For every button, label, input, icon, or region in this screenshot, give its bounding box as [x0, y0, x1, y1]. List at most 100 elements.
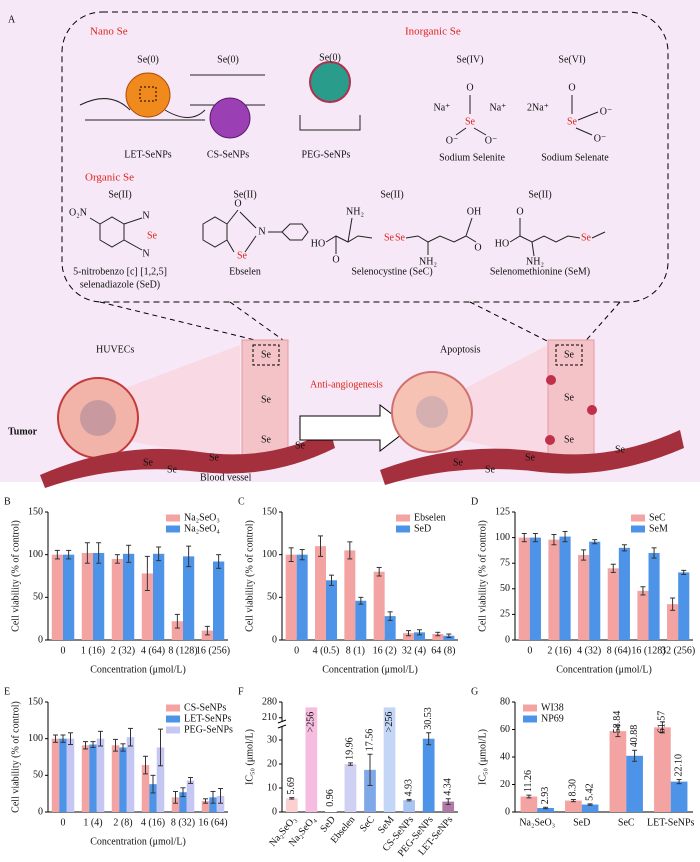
panel-label: F	[238, 686, 244, 697]
error-bar	[60, 734, 66, 743]
error-bar	[562, 530, 568, 543]
peg-nanoparticle	[309, 61, 351, 103]
error-bar	[651, 547, 657, 559]
value-label: 61.57	[657, 711, 668, 734]
error-bar	[521, 533, 527, 543]
atom-label: O	[332, 254, 339, 265]
se-box	[555, 344, 583, 366]
legend-swatch	[523, 704, 537, 712]
bar	[296, 554, 308, 640]
bar	[422, 738, 435, 812]
x-tick-label: 32 (256)	[661, 645, 695, 656]
error-bar	[532, 533, 538, 543]
atom-label: Na⁺	[490, 102, 507, 113]
x-tick-label: 0	[527, 645, 532, 656]
scene-label: Anti-angiogenesis	[310, 379, 383, 390]
y-axis-label: Cell viability (% of control)	[10, 520, 21, 632]
legend-label: Ebselen	[414, 512, 446, 523]
bar	[670, 781, 688, 812]
bar	[654, 727, 671, 812]
bar	[81, 552, 93, 640]
compound-name: CS-SeNPs	[207, 149, 249, 160]
atom-label: O⁻	[600, 106, 613, 117]
x-tick-label: SeC	[358, 814, 377, 834]
error-bar	[587, 803, 593, 806]
atom-label: O	[466, 82, 473, 93]
bar	[442, 801, 455, 812]
x-axis-label: Concentration (μmol/L)	[90, 836, 186, 847]
x-tick-label: 8 (128)	[168, 645, 197, 656]
atom-label: O	[568, 82, 575, 93]
legend-swatch	[166, 726, 180, 734]
arrow	[299, 403, 411, 453]
legend-swatch	[396, 514, 410, 522]
tumor-core	[80, 400, 116, 436]
atom-label: NH₂	[419, 256, 437, 267]
error-bar	[367, 753, 373, 786]
y-axis-label: Cell viability (% of control)	[477, 520, 488, 632]
atom-label: O	[234, 198, 241, 209]
error-bar	[188, 777, 193, 784]
legend-swatch	[166, 704, 180, 712]
y-tick-label: 0	[272, 634, 277, 645]
error-bar	[288, 547, 294, 562]
x-tick-label: 0	[61, 817, 66, 828]
bar	[383, 707, 396, 812]
x-tick-label: SeC	[618, 817, 635, 828]
bar	[403, 800, 415, 812]
compound-name: Selenomethionine (SeM)	[490, 266, 590, 277]
error-bar	[98, 730, 103, 747]
legend-swatch	[166, 514, 180, 522]
panel-label: B	[4, 496, 11, 507]
bar	[609, 731, 627, 812]
atom-label: O	[516, 206, 523, 217]
bar	[59, 738, 67, 812]
se-label: Se	[615, 444, 626, 455]
error-bar	[66, 549, 72, 560]
error-bar	[216, 554, 222, 569]
error-bar	[126, 544, 132, 563]
bar	[626, 755, 643, 812]
x-tick-label: 4 (16)	[141, 817, 165, 828]
error-bar	[150, 774, 156, 794]
error-bar	[670, 597, 676, 611]
bar	[123, 553, 135, 640]
se-label: Se	[261, 434, 272, 445]
panel-label: G	[471, 686, 478, 697]
panel-label: A	[8, 14, 16, 25]
bar	[186, 780, 195, 812]
x-tick-label: 2 (8)	[113, 817, 132, 828]
value-label: 22.10	[673, 754, 684, 777]
zoom-cone	[120, 345, 240, 460]
error-bar	[417, 629, 422, 636]
let-nanoparticle	[125, 72, 171, 118]
y-tick-label: 150	[28, 506, 43, 517]
y-tick-label: 0	[272, 806, 277, 817]
bar	[96, 738, 105, 812]
bar	[285, 798, 298, 812]
error-bar	[406, 798, 412, 802]
x-tick-label: 8 (32)	[171, 817, 195, 828]
value-label: 30.53	[423, 707, 434, 730]
y-tick-label: 100	[28, 549, 43, 560]
ebselen-structure	[202, 209, 309, 253]
y-tick-label: 50	[33, 592, 43, 603]
x-tick-label: SeD	[573, 817, 590, 828]
legend-label: SeC	[649, 512, 666, 523]
scene-label: HUVECs	[96, 344, 134, 355]
y-tick-label: 50	[267, 592, 277, 603]
legend-swatch	[631, 514, 645, 522]
value-label: 5.42	[584, 783, 595, 801]
atom-label: O⁻	[446, 135, 459, 146]
error-bar	[632, 749, 638, 762]
error-bar	[53, 734, 58, 743]
error-bar	[329, 574, 334, 586]
y-tick-label: 75	[500, 557, 510, 568]
x-tick-label: 16 (2)	[373, 645, 397, 656]
bar	[529, 537, 541, 640]
x-tick-label: 64 (8)	[431, 645, 455, 656]
bar	[179, 792, 187, 812]
atom-label: O₂N	[69, 207, 87, 218]
y-tick-label: 150	[262, 506, 277, 517]
legend-label: LET-SeNPs	[184, 713, 232, 724]
